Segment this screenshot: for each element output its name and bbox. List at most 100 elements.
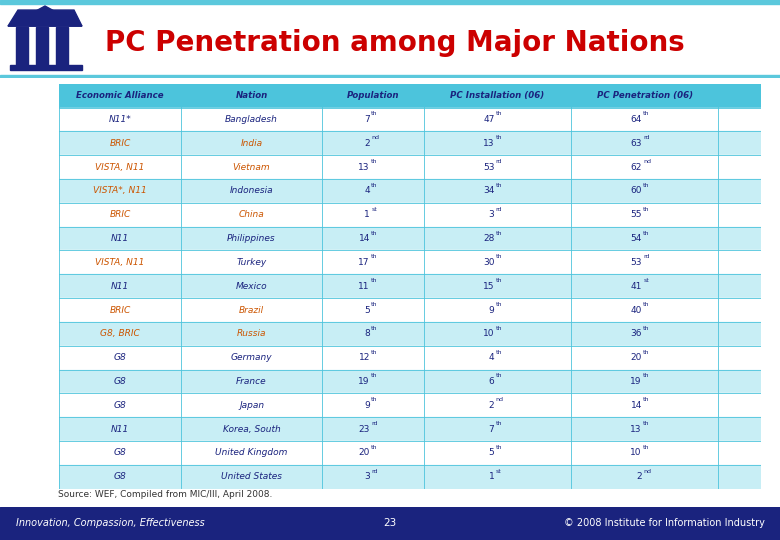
Text: 20: 20 [359,448,370,457]
Text: BRIC: BRIC [109,210,130,219]
Bar [58,155,760,179]
Text: Economic Alliance: Economic Alliance [76,91,164,100]
Text: Turkey: Turkey [236,258,267,267]
Bar [58,179,760,203]
Text: th: th [496,374,502,379]
Text: 6: 6 [489,377,495,386]
Text: 47: 47 [483,115,495,124]
Bar [58,322,760,346]
Text: th: th [644,207,650,212]
Bar [56,27,68,65]
Text: 41: 41 [630,282,642,291]
Text: 9: 9 [489,306,495,314]
Text: 54: 54 [630,234,642,243]
Text: th: th [496,445,502,450]
Text: th: th [371,326,378,331]
Polygon shape [8,6,82,26]
Text: PC Penetration (06): PC Penetration (06) [597,91,693,100]
Text: nd: nd [644,469,651,474]
Text: Indonesia: Indonesia [230,186,273,195]
Text: th: th [496,302,502,307]
Bar [0,75,780,78]
Text: G8: G8 [114,377,126,386]
Text: rd: rd [644,254,650,259]
Text: th: th [371,302,378,307]
Text: G8, BRIC: G8, BRIC [100,329,140,339]
Text: 64: 64 [630,115,642,124]
Text: th: th [371,159,378,164]
Text: nd: nd [644,159,651,164]
Bar [58,251,760,274]
Text: rd: rd [371,469,378,474]
Text: BRIC: BRIC [109,139,130,148]
Bar [58,131,760,155]
Text: th: th [644,421,650,426]
Text: th: th [371,254,378,259]
Text: Nation: Nation [236,91,268,100]
Text: 1: 1 [489,472,495,481]
Text: rd: rd [371,421,378,426]
Text: 13: 13 [358,163,370,172]
Text: th: th [644,397,650,402]
Text: France: France [236,377,267,386]
Text: 10: 10 [630,448,642,457]
Text: 40: 40 [630,306,642,314]
Text: rd: rd [644,135,650,140]
Text: 13: 13 [630,424,642,434]
Text: th: th [496,349,502,355]
Bar [58,465,760,489]
Text: th: th [371,183,378,188]
Text: th: th [371,231,378,235]
Text: th: th [496,326,502,331]
Text: PC Penetration among Major Nations: PC Penetration among Major Nations [105,29,685,57]
Text: India: India [240,139,263,148]
Text: st: st [496,469,502,474]
Text: 11: 11 [358,282,370,291]
Text: BRIC: BRIC [109,306,130,314]
Text: 28: 28 [483,234,495,243]
Text: 7: 7 [364,115,370,124]
Text: 60: 60 [630,186,642,195]
Text: 20: 20 [630,353,642,362]
Text: th: th [644,111,650,117]
Text: 5: 5 [489,448,495,457]
Text: VISTA, N11: VISTA, N11 [95,163,144,172]
Text: th: th [644,231,650,235]
Bar [58,369,760,394]
Text: st: st [644,278,649,283]
Text: 5: 5 [364,306,370,314]
Bar [58,394,760,417]
Text: th: th [644,183,650,188]
Bar [58,107,760,131]
Text: th: th [371,349,378,355]
Bar [36,27,48,65]
Text: 1: 1 [364,210,370,219]
Text: th: th [496,183,502,188]
Text: nd: nd [371,135,379,140]
Text: th: th [496,111,502,117]
Text: 23: 23 [359,424,370,434]
Text: 4: 4 [489,353,495,362]
Text: 62: 62 [630,163,642,172]
Text: G8: G8 [114,353,126,362]
Text: 4: 4 [364,186,370,195]
Text: 7: 7 [489,424,495,434]
Text: th: th [644,374,650,379]
Text: th: th [371,397,378,402]
Text: Brazil: Brazil [239,306,264,314]
Text: G8: G8 [114,448,126,457]
Text: 34: 34 [483,186,495,195]
Bar [58,84,760,107]
Text: th: th [496,278,502,283]
Text: Japan: Japan [239,401,264,410]
Text: st: st [371,207,377,212]
Text: Philippines: Philippines [227,234,276,243]
Text: th: th [371,111,378,117]
Text: th: th [644,302,650,307]
Bar [58,227,760,251]
Text: Bangladesh: Bangladesh [225,115,278,124]
Text: 53: 53 [483,163,495,172]
Text: 10: 10 [483,329,495,339]
Text: 17: 17 [358,258,370,267]
Polygon shape [8,10,82,26]
